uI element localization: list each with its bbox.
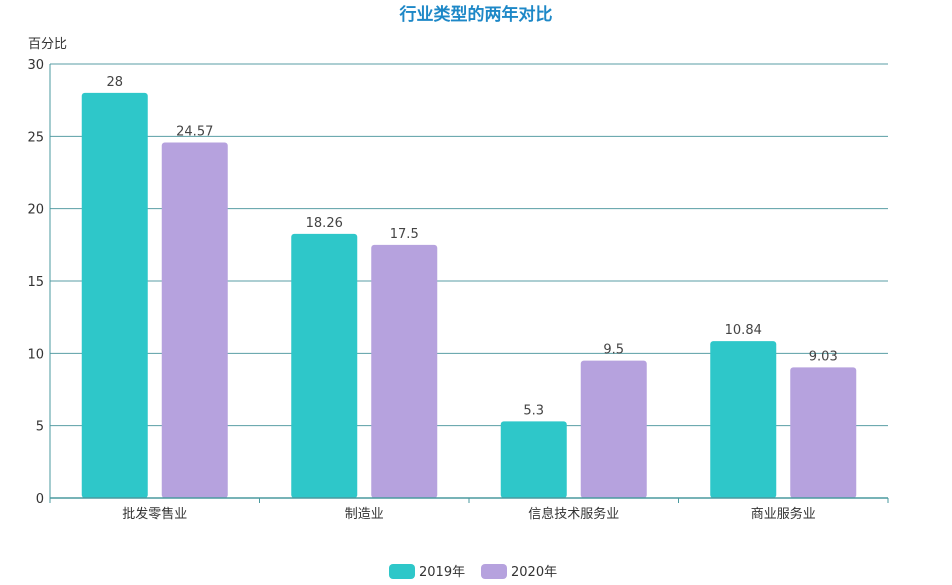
- bar[interactable]: [291, 233, 358, 498]
- data-label: 28: [106, 75, 123, 90]
- data-label: 17.5: [390, 227, 419, 242]
- bar[interactable]: [710, 341, 777, 498]
- bar[interactable]: [371, 244, 438, 498]
- x-tick-label: 批发零售业: [122, 506, 187, 522]
- bar[interactable]: [500, 421, 567, 498]
- y-tick-label: 25: [27, 130, 44, 145]
- data-labels: 28 24.57 18.26 17.5 5.3 9.5 10.84 9.03: [106, 75, 837, 418]
- legend-item[interactable]: 2020年: [481, 564, 557, 580]
- data-label: 18.26: [306, 216, 343, 231]
- legend-swatch: [389, 564, 415, 579]
- data-label: 24.57: [176, 125, 213, 140]
- data-label: 5.3: [523, 403, 544, 418]
- y-tick-labels: 0 5 10 15 20 25 30: [27, 58, 44, 507]
- x-tick-label: 商业服务业: [751, 506, 816, 522]
- x-tick-label: 信息技术服务业: [528, 506, 619, 522]
- data-label: 10.84: [725, 323, 762, 338]
- x-axis: 批发零售业 制造业 信息技术服务业 商业服务业: [49, 64, 889, 522]
- y-tick-label: 30: [27, 58, 44, 73]
- legend-label: 2020年: [511, 565, 557, 580]
- bars: [81, 92, 857, 498]
- y-tick-label: 15: [27, 275, 44, 290]
- bar[interactable]: [580, 360, 647, 498]
- bar[interactable]: [161, 142, 228, 498]
- legend-item[interactable]: 2019年: [389, 564, 465, 580]
- x-tick-label: 制造业: [345, 507, 384, 522]
- bar[interactable]: [790, 367, 857, 498]
- bar[interactable]: [81, 92, 148, 498]
- legend-swatch: [481, 564, 507, 579]
- y-tick-label: 20: [27, 203, 44, 218]
- chart-title: 行业类型的两年对比: [399, 4, 553, 25]
- legend-label: 2019年: [419, 565, 465, 580]
- y-tick-label: 5: [36, 420, 44, 435]
- y-tick-label: 10: [27, 347, 44, 362]
- data-label: 9.5: [603, 343, 624, 358]
- y-tick-label: 0: [36, 492, 44, 507]
- y-axis-label: 百分比: [28, 37, 67, 52]
- data-label: 9.03: [809, 349, 838, 364]
- legend[interactable]: 2019年 2020年: [389, 564, 557, 580]
